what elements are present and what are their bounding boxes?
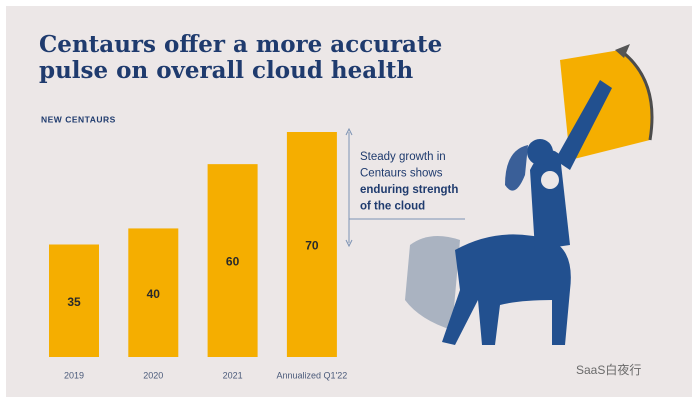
watermark: SaaS白夜行 xyxy=(576,362,641,377)
subtitle: NEW CENTAURS xyxy=(41,114,116,124)
value-label: 40 xyxy=(147,287,161,301)
x-tick-label: Annualized Q1'22 xyxy=(277,370,348,380)
annotation: Centaurs shows xyxy=(360,168,443,180)
chart-title: pulse on overall cloud health xyxy=(39,57,414,84)
bar xyxy=(207,164,258,357)
value-label: 70 xyxy=(305,239,319,253)
annotation-guides xyxy=(345,127,465,248)
bar xyxy=(286,132,337,357)
chart-title: Centaurs offer a more accurate xyxy=(39,31,442,58)
bar xyxy=(49,244,99,357)
x-tick-label: 2021 xyxy=(223,370,243,380)
x-tick-label: 2020 xyxy=(143,370,163,380)
annotation: Steady growth in xyxy=(360,151,446,163)
value-label: 60 xyxy=(226,255,240,269)
value-label: 35 xyxy=(67,295,81,309)
annotation-emphasis: enduring strength xyxy=(360,184,458,196)
bar xyxy=(128,228,179,357)
centaur-illustration xyxy=(405,44,654,345)
x-tick-label: 2019 xyxy=(64,370,84,380)
annotation-emphasis: of the cloud xyxy=(360,201,425,213)
